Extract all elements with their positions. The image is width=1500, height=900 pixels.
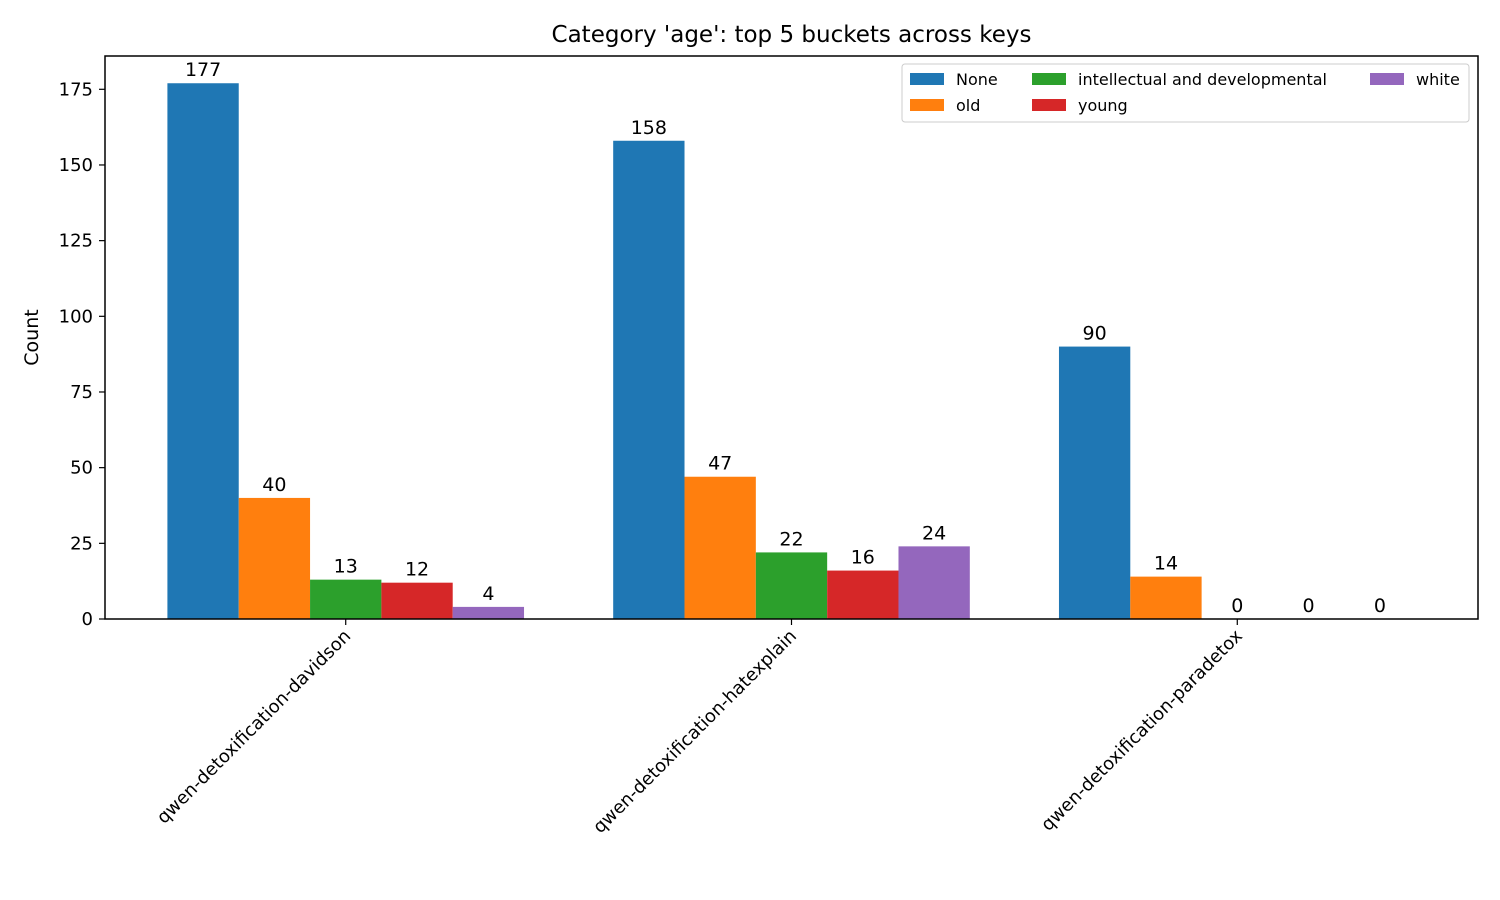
bar xyxy=(898,546,970,619)
bar-value-label: 16 xyxy=(851,547,875,569)
bar xyxy=(167,83,239,619)
bar xyxy=(755,552,828,619)
y-tick-label: 100 xyxy=(59,306,93,327)
legend-swatch xyxy=(910,73,944,85)
x-tick-label: qwen-detoxification-hatexplain xyxy=(589,626,801,838)
bar-value-label: 13 xyxy=(334,556,358,578)
plot-frame xyxy=(104,55,1479,620)
bars-layer xyxy=(167,83,1202,619)
y-axis: 0 25 50 75 100 125 150 175 xyxy=(59,79,105,630)
y-tick-label: 175 xyxy=(59,79,93,100)
bar-value-label: 47 xyxy=(708,453,732,475)
bar xyxy=(1058,346,1131,619)
bar-value-label: 158 xyxy=(631,117,667,139)
bar-value-label: 14 xyxy=(1154,553,1178,575)
bar-value-label: 4 xyxy=(482,583,494,605)
bar xyxy=(310,579,382,619)
legend-label: young xyxy=(1078,96,1128,115)
legend-swatch xyxy=(910,99,944,111)
y-tick-label: 125 xyxy=(59,231,93,252)
bar-value-label: 0 xyxy=(1303,595,1315,617)
bar-value-label: 12 xyxy=(405,559,429,581)
chart-title: Category 'age': top 5 buckets across key… xyxy=(552,22,1032,48)
x-axis: qwen-detoxification-davidson qwen-detoxif… xyxy=(153,619,1247,838)
bar xyxy=(827,570,899,619)
bar xyxy=(1130,576,1202,619)
legend-swatch xyxy=(1370,73,1404,85)
x-tick-label: qwen-detoxification-paradetox xyxy=(1037,625,1247,835)
legend-label: old xyxy=(956,96,980,115)
x-tick-label: qwen-detoxification-davidson xyxy=(153,626,355,828)
bar xyxy=(452,606,525,619)
legend-label: white xyxy=(1416,70,1460,89)
bar-value-label: 90 xyxy=(1083,323,1107,345)
bar xyxy=(381,582,453,619)
y-tick-label: 50 xyxy=(70,458,93,479)
legend: None old intellectual and developmental you… xyxy=(901,63,1470,123)
legend-swatch xyxy=(1032,99,1066,111)
bar-value-label: 22 xyxy=(779,528,803,550)
bar-value-label: 24 xyxy=(922,522,946,544)
y-tick-label: 75 xyxy=(70,382,93,403)
bar-value-label: 0 xyxy=(1231,595,1243,617)
bar-value-label: 40 xyxy=(262,474,286,496)
bar-value-label: 177 xyxy=(185,59,221,81)
legend-swatch xyxy=(1032,73,1066,85)
bar-value-label: 0 xyxy=(1374,595,1386,617)
bar xyxy=(238,497,311,619)
bar xyxy=(613,140,685,619)
y-tick-label: 150 xyxy=(59,155,93,176)
y-axis-label: Count xyxy=(21,309,43,365)
legend-label: None xyxy=(956,70,998,89)
bar xyxy=(684,476,756,619)
y-tick-label: 25 xyxy=(70,533,93,554)
legend-label: intellectual and developmental xyxy=(1078,70,1327,89)
bar-labels-layer: 177 158 90 40 47 14 13 22 0 12 16 0 4 24 0 xyxy=(185,59,1386,617)
y-tick-label: 0 xyxy=(82,609,93,630)
